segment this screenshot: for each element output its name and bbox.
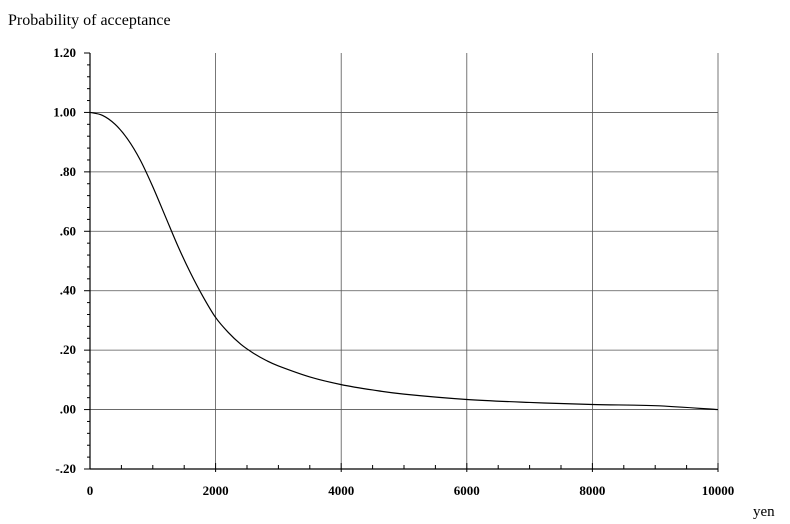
y-tick-label: 1.00 bbox=[53, 104, 76, 119]
series-layer bbox=[89, 111, 719, 411]
y-tick-label: .40 bbox=[60, 283, 76, 298]
tick-marks bbox=[84, 52, 719, 472]
x-tick-label: 0 bbox=[87, 483, 94, 498]
y-tick-label: .60 bbox=[60, 223, 76, 238]
y-tick-label: .80 bbox=[60, 164, 76, 179]
x-tick-label: 4000 bbox=[328, 483, 354, 498]
y-axis-label: Probability of acceptance bbox=[8, 12, 171, 29]
x-axis-label: yen bbox=[753, 504, 775, 520]
y-tick-label: 1.20 bbox=[53, 45, 76, 60]
gridlines bbox=[90, 53, 719, 469]
y-tick-label: .20 bbox=[60, 342, 76, 357]
y-tick-label: .00 bbox=[60, 402, 76, 417]
x-tick-label: 10000 bbox=[702, 483, 735, 498]
x-tick-label: 2000 bbox=[203, 483, 229, 498]
x-tick-label: 6000 bbox=[454, 483, 480, 498]
tick-labels: 1.20 1.00 .80 .60 .40 .20 .00 -.20 0 2000 4000 6000… bbox=[53, 45, 734, 498]
series-line-0 bbox=[89, 111, 719, 411]
x-tick-label: 8000 bbox=[579, 483, 605, 498]
y-tick-label: -.20 bbox=[55, 461, 76, 476]
